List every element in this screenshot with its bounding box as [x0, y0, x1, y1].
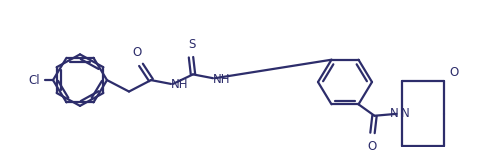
Text: S: S: [188, 38, 196, 51]
Text: N: N: [390, 107, 398, 120]
Text: NH: NH: [213, 73, 231, 86]
Text: Cl: Cl: [28, 74, 40, 87]
Text: O: O: [132, 46, 142, 59]
Text: O: O: [449, 66, 459, 79]
Text: NH: NH: [171, 78, 189, 91]
Text: O: O: [368, 140, 377, 153]
Text: N: N: [400, 107, 409, 120]
